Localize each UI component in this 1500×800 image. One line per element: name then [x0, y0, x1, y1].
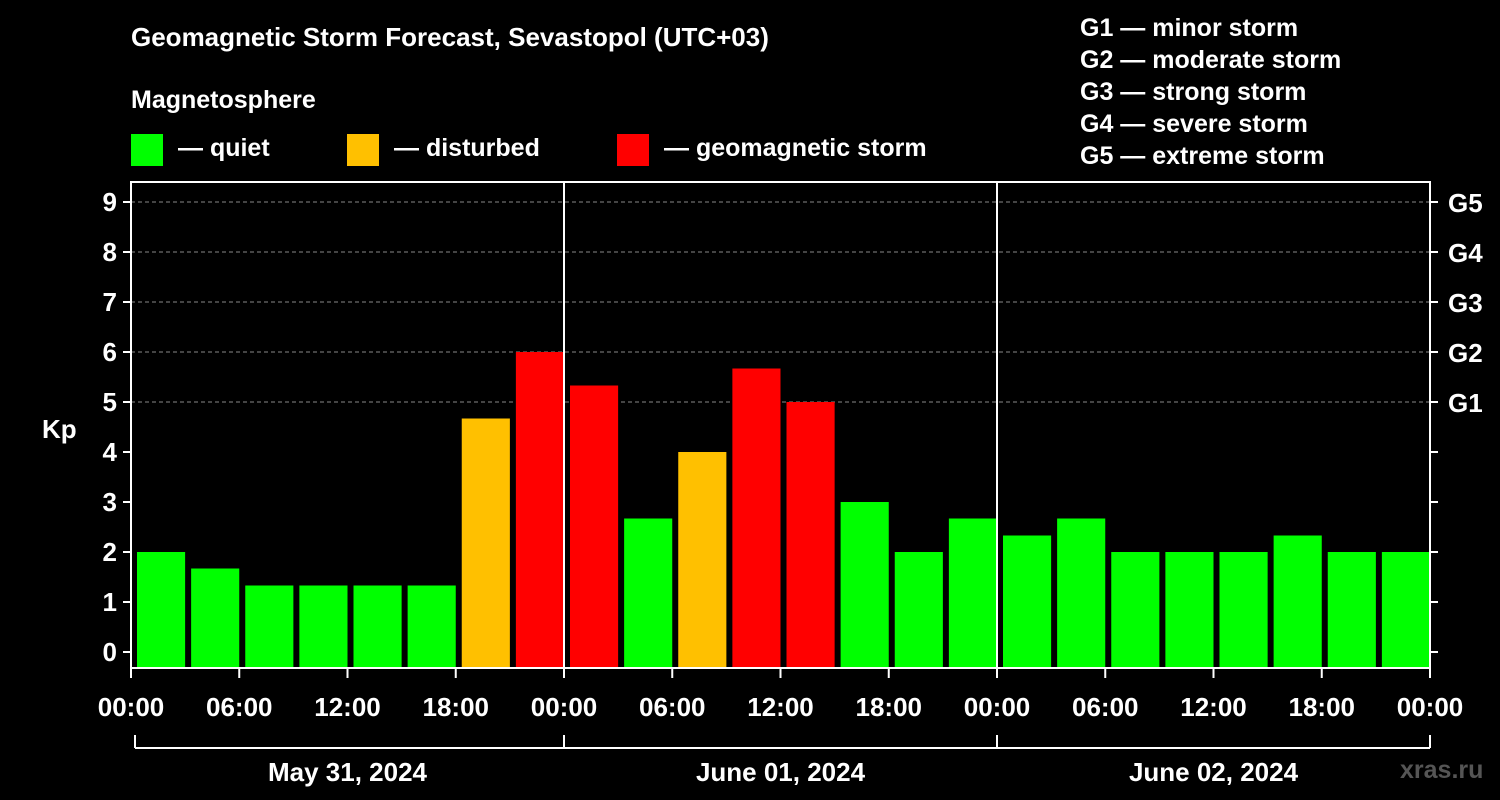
storm-scale-g3: G3 — strong storm — [1080, 78, 1307, 106]
legend-label-disturbed: — disturbed — [394, 134, 540, 162]
kp-bar — [1057, 518, 1106, 668]
legend-label-quiet: — quiet — [178, 134, 270, 162]
kp-bar — [1273, 535, 1322, 668]
kp-bar — [353, 585, 402, 668]
x-tick-label: 12:00 — [1180, 692, 1247, 722]
x-tick-label: 06:00 — [639, 692, 706, 722]
legend-swatch-storm — [617, 134, 649, 166]
kp-bar — [137, 552, 186, 668]
g-level-label: G5 — [1448, 188, 1483, 218]
y-tick-label: 7 — [103, 287, 117, 317]
x-tick-label: 18:00 — [1289, 692, 1356, 722]
kp-bar — [786, 402, 835, 668]
y-axis-label: Kp — [42, 414, 77, 444]
storm-scale-g5: G5 — extreme storm — [1080, 142, 1325, 170]
kp-bar — [407, 585, 456, 668]
y-tick-label: 4 — [103, 437, 118, 467]
y-tick-label: 9 — [103, 187, 117, 217]
kp-bar — [1111, 552, 1160, 668]
x-tick-label: 18:00 — [856, 692, 923, 722]
kp-bar — [570, 385, 619, 668]
kp-bar — [299, 585, 348, 668]
kp-bar — [678, 452, 727, 668]
kp-bar — [1327, 552, 1376, 668]
kp-bar — [191, 568, 240, 668]
kp-bar — [1381, 552, 1430, 668]
kp-bar — [840, 502, 889, 668]
y-tick-label: 1 — [103, 587, 117, 617]
kp-bar — [245, 585, 294, 668]
x-tick-label: 00:00 — [98, 692, 165, 722]
kp-bar — [1219, 552, 1268, 668]
x-tick-label: 00:00 — [964, 692, 1031, 722]
watermark: xras.ru — [1400, 756, 1484, 784]
y-tick-label: 6 — [103, 337, 117, 367]
legend-label-storm: — geomagnetic storm — [664, 134, 927, 162]
legend-heading: Magnetosphere — [131, 86, 316, 114]
x-tick-label: 06:00 — [206, 692, 273, 722]
g-level-label: G1 — [1448, 388, 1483, 418]
x-tick-label: 12:00 — [747, 692, 814, 722]
kp-bar — [461, 418, 510, 668]
kp-bar — [894, 552, 943, 668]
legend-swatch-quiet — [131, 134, 163, 166]
storm-scale-g4: G4 — severe storm — [1080, 110, 1308, 138]
y-tick-label: 3 — [103, 487, 117, 517]
x-tick-label: 18:00 — [423, 692, 490, 722]
storm-scale-g2: G2 — moderate storm — [1080, 46, 1342, 74]
legend-swatch-disturbed — [347, 134, 379, 166]
y-tick-label: 8 — [103, 237, 117, 267]
x-tick-label: 12:00 — [314, 692, 381, 722]
day-label: May 31, 2024 — [268, 757, 428, 787]
y-tick-label: 2 — [103, 537, 117, 567]
x-tick-label: 06:00 — [1072, 692, 1139, 722]
kp-bar — [1165, 552, 1214, 668]
day-label: June 02, 2024 — [1129, 757, 1299, 787]
kp-bar — [624, 518, 673, 668]
chart-title: Geomagnetic Storm Forecast, Sevastopol (… — [131, 22, 769, 52]
g-level-label: G4 — [1448, 238, 1483, 268]
y-tick-label: 5 — [103, 387, 117, 417]
x-tick-label: 00:00 — [1397, 692, 1464, 722]
g-level-label: G2 — [1448, 338, 1483, 368]
kp-bar — [1003, 535, 1052, 668]
day-label: June 01, 2024 — [696, 757, 866, 787]
kp-bar — [948, 518, 997, 668]
storm-scale-g1: G1 — minor storm — [1080, 14, 1299, 42]
g-level-label: G3 — [1448, 288, 1483, 318]
kp-bar — [515, 352, 564, 668]
kp-bar — [732, 368, 781, 668]
y-tick-label: 0 — [103, 637, 117, 667]
x-tick-label: 00:00 — [531, 692, 598, 722]
